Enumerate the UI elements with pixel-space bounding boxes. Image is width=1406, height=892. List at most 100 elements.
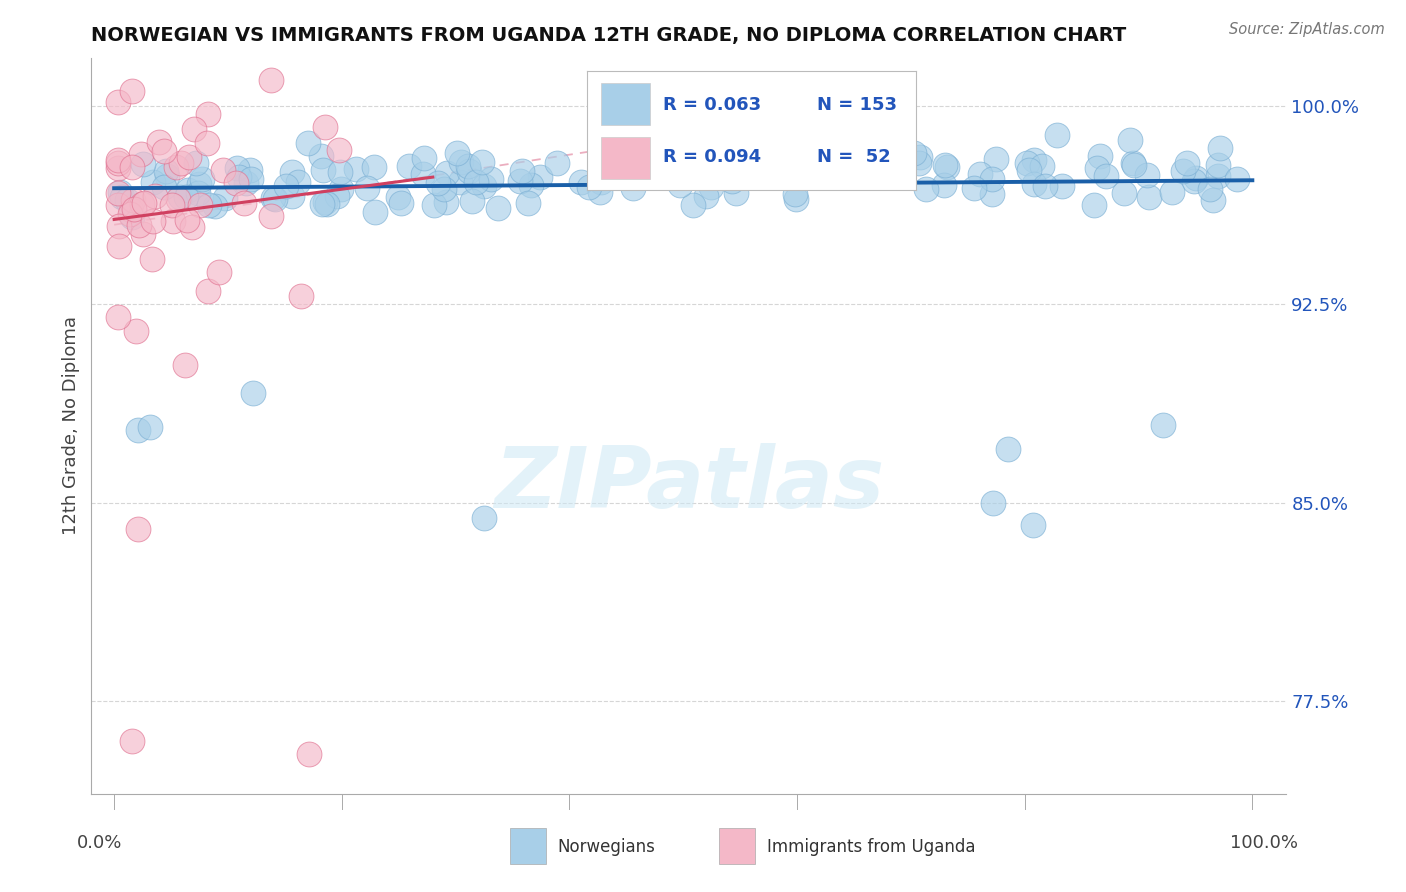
Point (398, 159, 420, 173)
Point (605, 155, 627, 169)
Point (1022, 518, 1045, 533)
Point (474, 179, 496, 194)
Point (124, 202, 146, 217)
Point (546, 155, 568, 169)
Point (153, 144, 176, 158)
Point (152, 179, 174, 194)
Point (118, 207, 141, 221)
Point (197, 284, 219, 298)
Point (188, 177, 211, 191)
Point (167, 193, 190, 207)
Point (330, 182, 353, 196)
Point (108, 219, 131, 233)
Point (778, 157, 800, 171)
Point (1161, 185, 1184, 199)
Point (141, 214, 163, 228)
Point (1185, 170, 1208, 185)
Point (363, 204, 385, 219)
Point (387, 189, 409, 203)
Point (107, 95, 129, 109)
Point (262, 191, 284, 205)
Point (471, 155, 494, 169)
Point (125, 324, 148, 338)
Point (1031, 159, 1053, 173)
Point (436, 166, 458, 180)
Point (725, 186, 748, 200)
Point (465, 175, 488, 189)
Point (132, 157, 155, 171)
Point (446, 145, 468, 160)
Point (356, 181, 378, 195)
Point (132, 227, 155, 242)
Point (131, 196, 153, 211)
Point (457, 159, 479, 173)
Text: 0.0%: 0.0% (77, 834, 122, 853)
Point (682, 198, 704, 212)
Text: ZIPatlas: ZIPatlas (494, 443, 884, 526)
Point (260, 210, 283, 224)
Point (170, 155, 193, 169)
Point (1122, 156, 1144, 170)
Point (107, 161, 129, 176)
Point (1198, 182, 1220, 196)
Point (1136, 168, 1159, 182)
Point (121, 210, 143, 224)
Point (107, 310, 129, 325)
Point (1202, 193, 1225, 207)
Point (903, 146, 925, 161)
Point (1123, 158, 1146, 172)
Point (569, 175, 592, 189)
Point (128, 218, 150, 232)
Point (155, 163, 177, 178)
Point (115, 193, 138, 207)
FancyBboxPatch shape (718, 829, 755, 863)
Point (509, 174, 531, 188)
Point (828, 156, 851, 170)
Point (314, 194, 336, 209)
Point (176, 213, 198, 227)
Point (363, 160, 385, 174)
Point (107, 186, 129, 200)
Point (1085, 161, 1108, 176)
Point (813, 145, 835, 160)
Point (1206, 169, 1229, 183)
Point (110, 185, 132, 199)
Point (263, 192, 285, 206)
Point (177, 183, 200, 197)
Point (129, 147, 152, 161)
Point (1088, 149, 1111, 163)
Point (208, 265, 231, 279)
Point (787, 151, 810, 165)
Point (187, 186, 209, 200)
Point (195, 136, 218, 150)
Point (882, 162, 904, 177)
Point (197, 106, 219, 120)
Point (794, 152, 817, 166)
Point (191, 171, 214, 186)
Point (717, 145, 740, 159)
Point (449, 176, 471, 190)
Point (143, 189, 166, 203)
Point (827, 170, 849, 185)
Point (1112, 186, 1135, 201)
Point (934, 158, 956, 172)
Point (160, 198, 183, 212)
Point (695, 189, 717, 203)
Point (326, 188, 349, 202)
Point (799, 164, 821, 178)
Point (434, 195, 457, 210)
Point (344, 161, 367, 176)
Point (312, 162, 335, 177)
Point (274, 178, 297, 193)
Point (981, 496, 1004, 510)
Point (472, 511, 495, 525)
Point (107, 156, 129, 170)
Text: NORWEGIAN VS IMMIGRANTS FROM UGANDA 12TH GRADE, NO DIPLOMA CORRELATION CHART: NORWEGIAN VS IMMIGRANTS FROM UGANDA 12TH… (91, 26, 1126, 45)
Point (517, 196, 540, 211)
Point (169, 190, 191, 204)
Point (315, 196, 337, 211)
Point (685, 147, 707, 161)
Point (578, 180, 600, 194)
Point (1095, 169, 1118, 183)
Point (1226, 172, 1249, 186)
